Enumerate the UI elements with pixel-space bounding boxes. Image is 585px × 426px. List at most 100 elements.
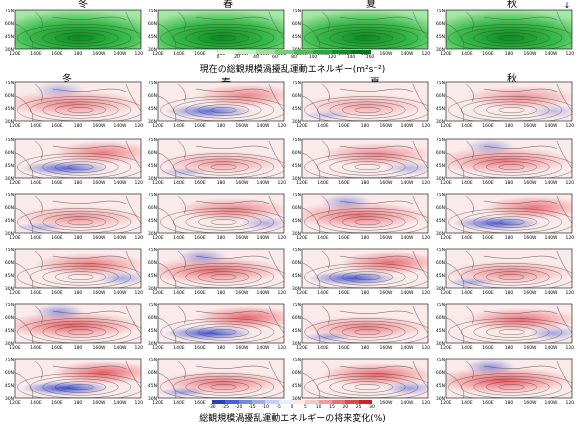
svg-text:60N: 60N — [436, 150, 445, 156]
colorbar-swatch — [252, 400, 266, 404]
svg-text:160W: 160W — [92, 235, 106, 241]
colorbar-swatch — [313, 50, 333, 54]
season-label-autumn: 秋 — [507, 0, 517, 10]
svg-text:160E: 160E — [338, 51, 350, 57]
svg-text:45N: 45N — [5, 34, 14, 40]
svg-text:60N: 60N — [148, 205, 157, 211]
svg-text:160W: 160W — [379, 180, 393, 186]
svg-text:160E: 160E — [482, 51, 494, 57]
svg-text:45N: 45N — [436, 218, 445, 224]
svg-text:120W: 120W — [565, 123, 574, 129]
svg-text:75N: 75N — [292, 81, 301, 86]
svg-text:120E: 120E — [440, 123, 452, 129]
svg-text:140E: 140E — [317, 345, 329, 351]
svg-text:45N: 45N — [292, 273, 301, 279]
svg-text:120E: 120E — [440, 345, 452, 351]
svg-text:160E: 160E — [194, 345, 206, 351]
svg-text:140W: 140W — [113, 290, 127, 296]
svg-text:75N: 75N — [292, 193, 301, 198]
svg-text:140W: 140W — [400, 235, 414, 241]
svg-text:75N: 75N — [5, 358, 14, 363]
svg-text:140W: 140W — [400, 51, 414, 57]
svg-text:180: 180 — [361, 345, 370, 351]
svg-text:30N: 30N — [292, 341, 301, 347]
svg-text:60N: 60N — [436, 260, 445, 266]
svg-text:120W: 120W — [421, 51, 430, 57]
svg-text:140E: 140E — [173, 235, 185, 241]
colorbar-tick-label: 0 — [216, 55, 220, 60]
svg-text:180: 180 — [74, 180, 83, 186]
season-label-autumn-lower: 秋 — [507, 74, 517, 85]
svg-text:160E: 160E — [482, 235, 494, 241]
svg-text:45N: 45N — [5, 273, 14, 279]
svg-text:120E: 120E — [9, 123, 21, 129]
colorbar-swatch — [332, 50, 352, 54]
svg-text:120E: 120E — [152, 290, 164, 296]
colorbar-tick-label: 5 — [303, 405, 307, 410]
svg-text:180: 180 — [74, 51, 83, 57]
svg-text:30N: 30N — [5, 341, 14, 347]
svg-text:75N: 75N — [148, 248, 157, 253]
svg-text:75N: 75N — [292, 9, 301, 14]
svg-text:60N: 60N — [436, 21, 445, 27]
svg-text:45N: 45N — [5, 163, 14, 169]
svg-text:120E: 120E — [9, 180, 21, 186]
colorbar-tick-label: -15 — [248, 405, 256, 410]
svg-text:60N: 60N — [292, 150, 301, 156]
svg-text:45N: 45N — [148, 163, 157, 169]
svg-text:60N: 60N — [148, 370, 157, 376]
svg-text:60N: 60N — [5, 260, 14, 266]
svg-text:160W: 160W — [92, 51, 106, 57]
svg-text:120W: 120W — [277, 51, 286, 57]
svg-text:120E: 120E — [152, 345, 164, 351]
svg-text:60N: 60N — [5, 93, 14, 99]
svg-text:60N: 60N — [436, 93, 445, 99]
svg-text:30N: 30N — [148, 47, 157, 53]
svg-text:120W: 120W — [421, 180, 430, 186]
svg-text:160W: 160W — [379, 290, 393, 296]
colorbar-swatch — [225, 400, 240, 404]
svg-text:140W: 140W — [256, 180, 270, 186]
svg-text:140E: 140E — [317, 51, 329, 57]
svg-text:30N: 30N — [5, 231, 14, 237]
svg-text:140E: 140E — [30, 400, 42, 406]
svg-text:160E: 160E — [194, 51, 206, 57]
svg-text:160E: 160E — [51, 290, 63, 296]
svg-text:160W: 160W — [92, 400, 106, 406]
svg-text:45N: 45N — [292, 106, 301, 112]
svg-text:160W: 160W — [523, 123, 537, 129]
svg-text:140E: 140E — [461, 123, 473, 129]
svg-text:160E: 160E — [51, 400, 63, 406]
svg-text:160E: 160E — [482, 180, 494, 186]
svg-text:160W: 160W — [379, 235, 393, 241]
svg-text:160W: 160W — [92, 290, 106, 296]
svg-text:160W: 160W — [235, 235, 249, 241]
svg-text:75N: 75N — [436, 248, 445, 253]
svg-text:160W: 160W — [92, 180, 106, 186]
svg-text:140E: 140E — [173, 345, 185, 351]
svg-text:160W: 160W — [379, 51, 393, 57]
svg-text:160W: 160W — [523, 400, 537, 406]
svg-text:30N: 30N — [436, 176, 445, 182]
svg-text:180: 180 — [217, 123, 226, 129]
svg-text:120E: 120E — [440, 290, 452, 296]
bottom-colorbar — [212, 400, 373, 404]
svg-text:120E: 120E — [152, 235, 164, 241]
svg-text:120W: 120W — [565, 51, 574, 57]
svg-text:120W: 120W — [565, 345, 574, 351]
svg-text:45N: 45N — [5, 218, 14, 224]
svg-text:75N: 75N — [436, 9, 445, 14]
colorbar-tick-label: 60 — [272, 55, 278, 60]
svg-text:120E: 120E — [296, 51, 308, 57]
svg-text:120W: 120W — [134, 235, 143, 241]
svg-text:140E: 140E — [317, 123, 329, 129]
season-label-winter-lower: 冬 — [62, 74, 72, 85]
svg-text:30N: 30N — [292, 286, 301, 292]
svg-text:120W: 120W — [277, 290, 286, 296]
svg-text:45N: 45N — [436, 383, 445, 389]
svg-text:180: 180 — [217, 180, 226, 186]
